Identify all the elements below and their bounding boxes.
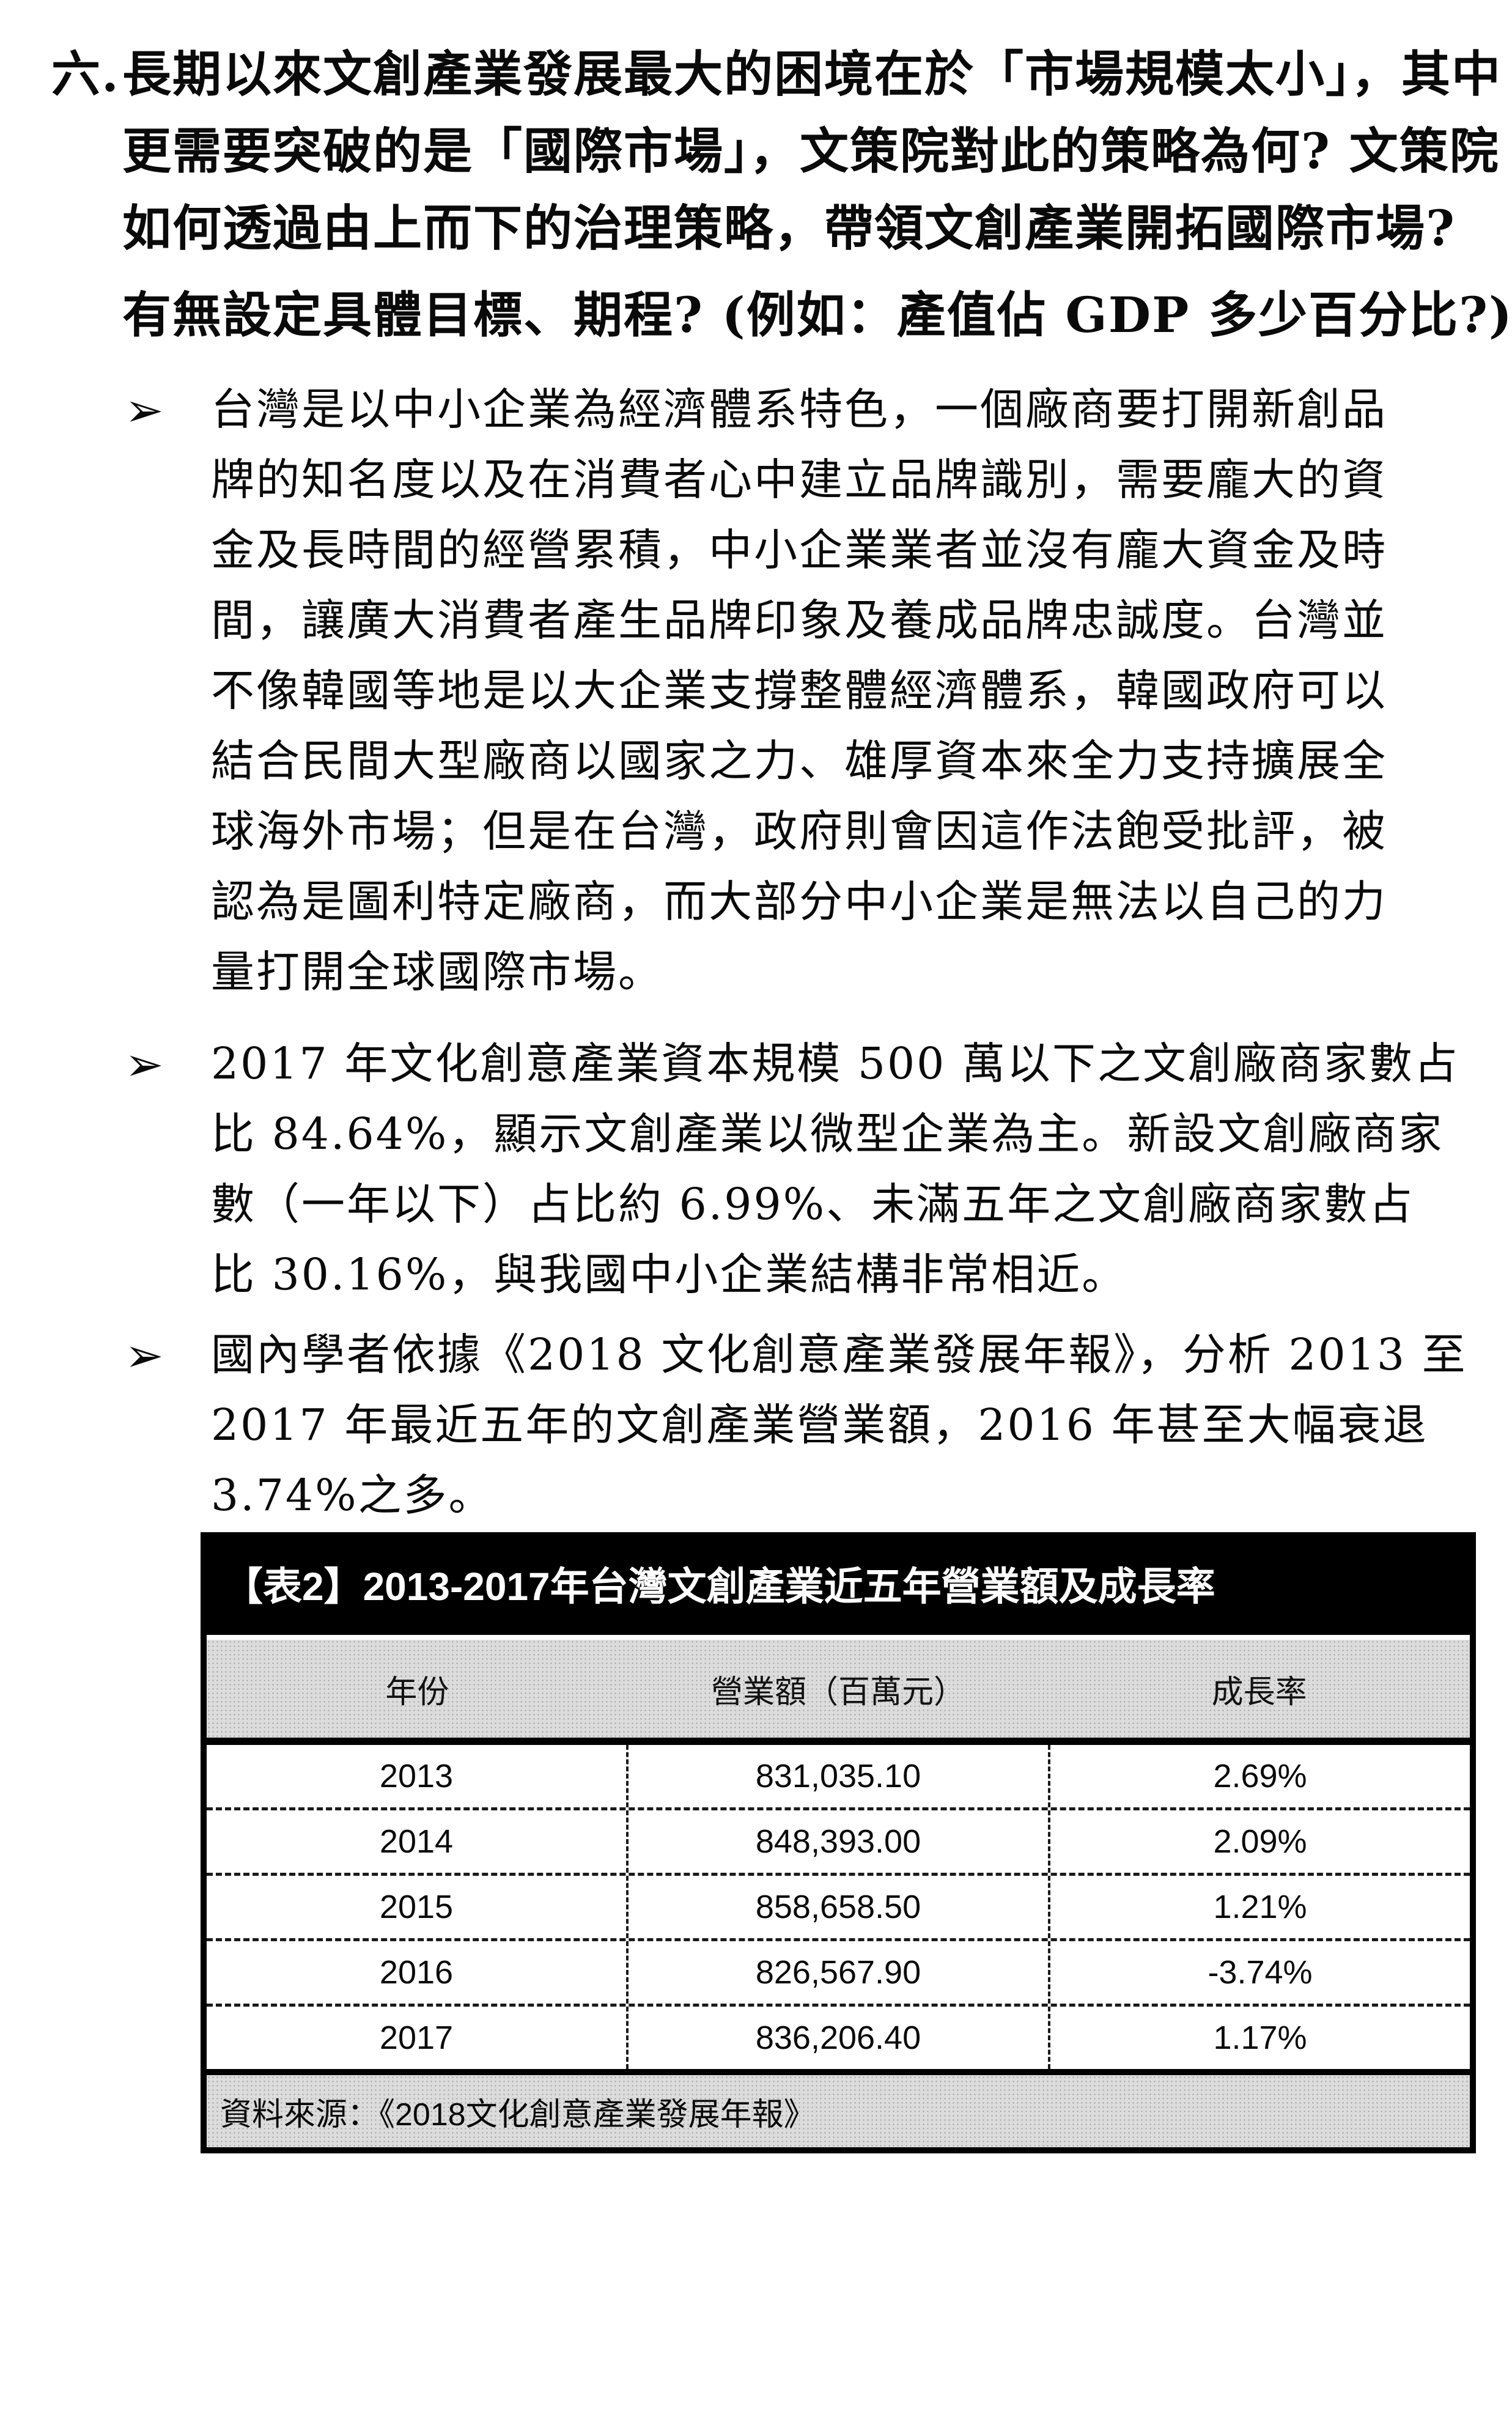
bullet-text: 2017 年文化創意產業資本規模 500 萬以下之文創廠商家數占 比 84.64… [211, 1028, 1469, 1310]
bullet-line: 2017 年文化創意產業資本規模 500 萬以下之文創廠商家數占 [211, 1038, 1459, 1089]
bullet-line: 3.74%之多。 [211, 1470, 494, 1521]
table-title: 【表2】2013-2017年台灣文創產業近五年營業額及成長率 [207, 1538, 1470, 1640]
heading-line: 更需要突破的是「國際市場」，文策院對此的策略為何? 文策院 [122, 122, 1500, 180]
bullet-line: 間，讓廣大消費者產生品牌印象及養成品牌忠誠度。台灣並 [211, 595, 1388, 646]
table-row: 2014 848,393.00 2.09% [207, 1807, 1470, 1873]
cell-year: 2017 [207, 2007, 629, 2069]
heading-line: 六. 長期以來文創產業發展最大的困境在於「市場規模太小」，其中 [51, 35, 1500, 112]
arrowhead-bullet-icon: ➢ [125, 1037, 164, 1091]
table-row: 2016 826,567.90 -3.74% [207, 1938, 1470, 2004]
table-source-note: 資料來源：《2018文化創意產業發展年報》 [207, 2069, 1470, 2147]
column-header-growth: 成長率 [1211, 1674, 1307, 1710]
heading-line: 如何透過由上而下的治理策略，帶領文創產業開拓國際市場? [122, 199, 1456, 257]
bullet-paragraph-1: ➢ 台灣是以中小企業為經濟體系特色，一個廠商要打開新創品 牌的知名度以及在消費者… [0, 374, 1512, 1007]
bullet-line: 2017 年最近五年的文創產業營業額，2016 年甚至大幅衰退 [211, 1400, 1428, 1450]
bullet-line: 牌的知名度以及在消費者心中建立品牌識別，需要龐大的資 [211, 454, 1388, 505]
cell-growth: -3.74% [1208, 1954, 1313, 1991]
bullet-line: 比 30.16%，與我國中小企業結構非常相近。 [211, 1249, 1127, 1300]
cell-growth: 1.21% [1213, 1889, 1307, 1925]
cell-growth: 1.17% [1213, 2019, 1307, 2056]
question-heading: 六. 長期以來文創產業發展最大的困境在於「市場規模太小」，其中 更需要突破的是「… [0, 35, 1512, 353]
bullet-text: 國內學者依據《2018 文化創意產業發展年報》，分析 2013 至 2017 年… [211, 1319, 1469, 1530]
cell-revenue: 858,658.50 [629, 1876, 1050, 1938]
column-header-year: 年份 [385, 1674, 449, 1710]
bullet-line: 金及長時間的經營累積，中小企業業者並沒有龐大資金及時 [211, 525, 1388, 575]
cell-revenue: 826,567.90 [629, 1941, 1050, 2004]
bullet-line: 台灣是以中小企業為經濟體系特色，一個廠商要打開新創品 [211, 384, 1388, 435]
cell-year: 2015 [207, 1876, 629, 1938]
table-row: 2013 831,035.10 2.69% [207, 1745, 1470, 1807]
table-row: 2015 858,658.50 1.21% [207, 1873, 1470, 1938]
table-header-row: 年份 營業額（百萬元） 成長率 [207, 1640, 1470, 1745]
cell-growth: 2.69% [1213, 1758, 1307, 1794]
table-row: 2017 836,206.40 1.17% [207, 2004, 1470, 2069]
cell-revenue: 831,035.10 [629, 1745, 1050, 1807]
bullet-paragraph-2: ➢ 2017 年文化創意產業資本規模 500 萬以下之文創廠商家數占 比 84.… [0, 1028, 1512, 1310]
arrowhead-bullet-icon: ➢ [125, 383, 164, 437]
bullet-line: 數（一年以下）占比約 6.99%、未滿五年之文創廠商家數占 [211, 1179, 1415, 1230]
cell-year: 2013 [207, 1745, 629, 1807]
bullet-paragraph-3: ➢ 國內學者依據《2018 文化創意產業發展年報》，分析 2013 至 2017… [0, 1319, 1512, 1530]
heading-line-text: 長期以來文創產業發展最大的困境在於「市場規模太小」，其中 [122, 45, 1502, 103]
table-2: 【表2】2013-2017年台灣文創產業近五年營業額及成長率 年份 營業額（百萬… [201, 1532, 1476, 2153]
bullet-line: 量打開全球國際市場。 [211, 946, 664, 997]
cell-revenue: 848,393.00 [629, 1810, 1050, 1873]
bullet-line: 球海外市場；但是在台灣，政府則會因這作法飽受批評，被 [211, 806, 1388, 857]
heading-subline: 有無設定具體目標、期程? (例如：產值佔 GDP 多少百分比?) [122, 286, 1512, 344]
cell-year: 2016 [207, 1941, 629, 2004]
bullet-line: 國內學者依據《2018 文化創意產業發展年報》，分析 2013 至 [211, 1329, 1467, 1380]
cell-growth: 2.09% [1213, 1823, 1307, 1860]
bullet-text: 台灣是以中小企業為經濟體系特色，一個廠商要打開新創品 牌的知名度以及在消費者心中… [211, 374, 1469, 1007]
cell-year: 2014 [207, 1810, 629, 1873]
bullet-line: 比 84.64%，顯示文創產業以微型企業為主。新設文創廠商家 [211, 1108, 1444, 1159]
heading-number: 六. [51, 45, 120, 103]
bullet-line: 認為是圖利特定廠商，而大部分中小企業是無法以自己的力 [211, 876, 1388, 927]
bullet-line: 結合民間大型廠商以國家之力、雄厚資本來全力支持擴展全 [211, 736, 1388, 786]
cell-revenue: 836,206.40 [629, 2007, 1050, 2069]
table-body: 2013 831,035.10 2.69% 2014 848,393.00 2.… [207, 1745, 1470, 2069]
bullet-line: 不像韓國等地是以大企業支撐整體經濟體系，韓國政府可以 [211, 665, 1388, 716]
arrowhead-bullet-icon: ➢ [125, 1328, 164, 1382]
column-header-revenue: 營業額（百萬元） [710, 1674, 965, 1710]
